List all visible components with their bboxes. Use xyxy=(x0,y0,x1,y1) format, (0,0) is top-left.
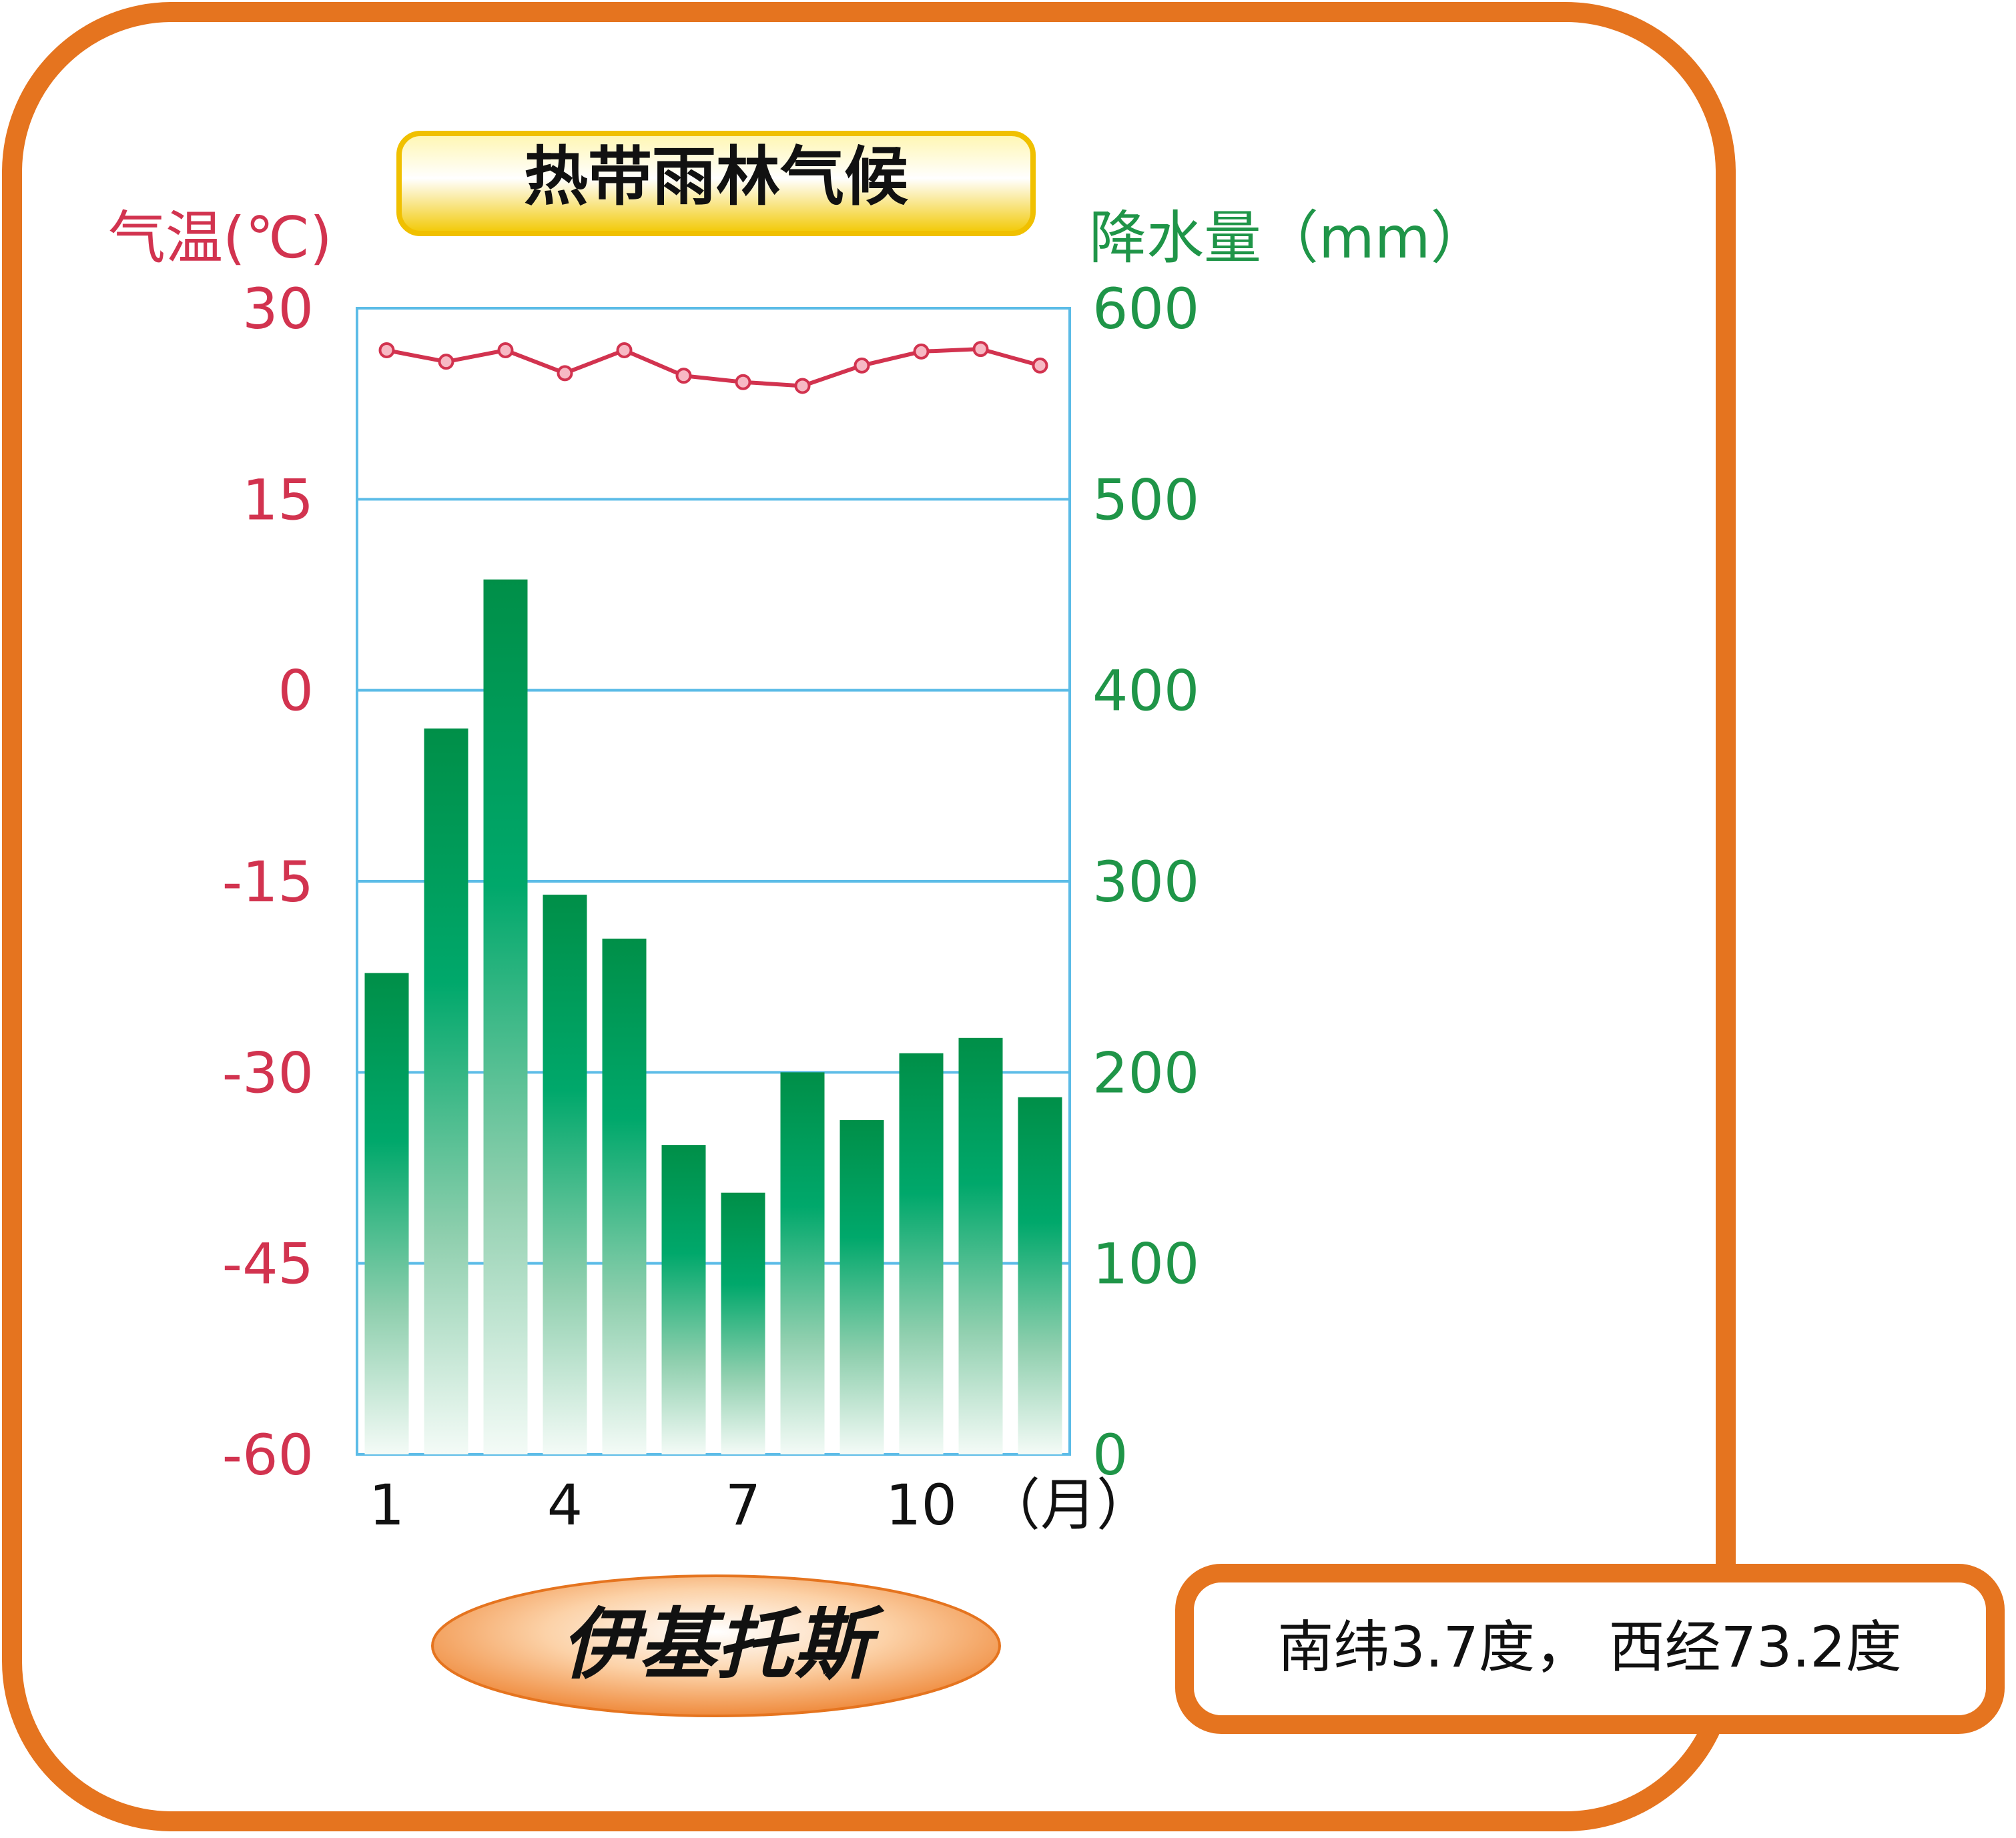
right-axis-ticks: 600 500 400 300 200 100 0 xyxy=(1092,276,1199,1488)
temperature-point xyxy=(378,342,395,358)
temperature-line xyxy=(378,341,1048,394)
precipitation-bar xyxy=(839,1119,884,1454)
precipitation-bar xyxy=(899,1053,944,1454)
chart-title: 热带雨林气候 xyxy=(524,139,909,214)
x-axis-ticks: 1 4 7 10 （月） xyxy=(369,1472,1152,1538)
precipitation-bar xyxy=(602,938,647,1454)
location-box xyxy=(1175,1564,2005,1734)
precipitation-bar xyxy=(958,1037,1003,1454)
precipitation-bar xyxy=(780,1072,825,1454)
right-axis-label: 降水量（mm） xyxy=(1089,205,1488,272)
temperature-point xyxy=(913,343,930,360)
x-tick-label: 7 xyxy=(725,1472,761,1538)
right-tick-label: 100 xyxy=(1092,1232,1199,1297)
grid-lines xyxy=(356,307,1071,1456)
temperature-point xyxy=(497,342,514,358)
temperature-polyline xyxy=(386,347,1041,388)
right-tick-label: 0 xyxy=(1092,1422,1128,1488)
location-text: 南纬3.7度， 西经73.2度 xyxy=(1277,1615,1901,1680)
temperature-point xyxy=(735,374,751,390)
title-badge xyxy=(396,131,1036,236)
precipitation-bar xyxy=(543,895,587,1454)
precipitation-bar xyxy=(661,1145,706,1454)
left-tick-label: 30 xyxy=(242,276,314,342)
x-tick-label: 1 xyxy=(369,1472,404,1538)
left-tick-label: -60 xyxy=(222,1422,314,1488)
precipitation-bar xyxy=(364,973,409,1454)
temperature-point xyxy=(854,357,870,374)
temperature-point xyxy=(616,342,633,358)
x-axis-unit: （月） xyxy=(984,1472,1152,1538)
precipitation-bar xyxy=(424,728,468,1454)
right-tick-label: 500 xyxy=(1092,467,1199,532)
temperature-point xyxy=(794,378,811,394)
temperature-point xyxy=(557,365,573,382)
precipitation-bars xyxy=(364,579,1062,1455)
x-tick-label: 10 xyxy=(886,1472,957,1538)
right-tick-label: 300 xyxy=(1092,849,1199,915)
precipitation-bar xyxy=(721,1192,765,1454)
left-axis-ticks: 30 15 0 -15 -30 -45 -60 xyxy=(222,276,314,1488)
right-tick-label: 200 xyxy=(1092,1040,1199,1105)
x-tick-label: 4 xyxy=(547,1472,583,1538)
left-tick-label: -15 xyxy=(222,849,314,915)
temperature-point xyxy=(675,368,692,384)
right-tick-label: 400 xyxy=(1092,658,1199,724)
station-name: 伊基托斯 xyxy=(561,1600,885,1690)
precipitation-bar xyxy=(483,579,528,1455)
right-tick-label: 600 xyxy=(1092,276,1199,342)
temperature-point xyxy=(972,341,989,358)
temperature-point xyxy=(438,354,454,370)
left-tick-label: 0 xyxy=(278,658,314,724)
left-tick-label: -45 xyxy=(222,1232,314,1297)
left-tick-label: -30 xyxy=(222,1040,314,1105)
left-tick-label: 15 xyxy=(242,467,314,532)
precipitation-bar xyxy=(1018,1097,1062,1454)
temperature-point xyxy=(1032,357,1048,374)
station-oval xyxy=(431,1574,1001,1717)
left-axis-label: 气温(℃) xyxy=(108,205,332,272)
